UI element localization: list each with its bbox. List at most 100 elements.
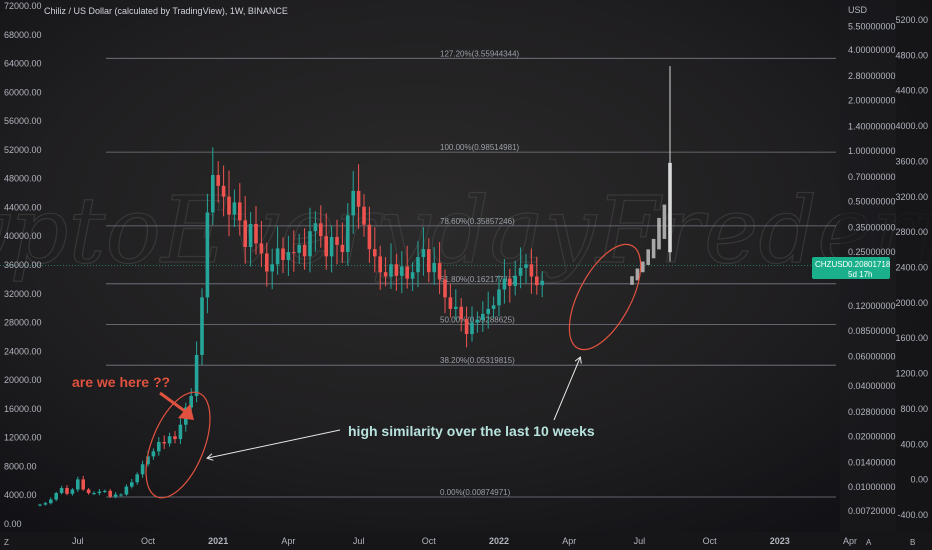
- candle-body: [97, 491, 102, 494]
- right-highlight-ellipse: [568, 243, 642, 351]
- candle-body: [124, 486, 129, 495]
- candle-body: [464, 318, 469, 335]
- candle-body: [400, 266, 404, 276]
- left-highlight-ellipse: [145, 391, 211, 499]
- candle-body: [459, 306, 463, 319]
- candle-body: [65, 488, 69, 494]
- far-right-axis-tick: 400.00: [900, 439, 928, 449]
- far-right-axis-panel[interactable]: [896, 0, 932, 532]
- far-right-axis-tick: 3600.00: [895, 156, 928, 166]
- candle-body: [151, 451, 156, 457]
- candle-body: [103, 490, 107, 492]
- timezone-icon[interactable]: Z: [4, 538, 9, 547]
- time-axis-tick: Jul: [72, 536, 84, 546]
- candle-body: [394, 264, 399, 276]
- left-axis-tick: 28000.00: [4, 318, 42, 328]
- right-price-axis[interactable]: 5.50000000 4.00000000 2.80000000 2.00000000…: [848, 22, 896, 517]
- right-axis-tick: 5.50000000: [848, 22, 896, 32]
- left-price-axis[interactable]: 72000.00 68000.00 64000.00 60000.00 56000.00…: [4, 1, 42, 529]
- chart-title: Chiliz / US Dollar (calculated by Tradin…: [44, 6, 288, 16]
- left-axis-tick: 52000.00: [4, 145, 42, 155]
- right-axis-tick: 0.70000000: [848, 172, 896, 182]
- auto-scale-icon[interactable]: A: [866, 538, 872, 547]
- similarity-annotation: high similarity over the last 10 weeks: [348, 423, 595, 439]
- time-axis-panel[interactable]: [0, 532, 932, 550]
- candle-body: [189, 395, 193, 408]
- candle-body: [173, 436, 177, 440]
- candlestick-series: [38, 66, 672, 507]
- candle-body: [157, 441, 161, 452]
- candle-body: [130, 482, 134, 487]
- right-axis-tick: 4.00000000: [848, 45, 896, 55]
- candle-body: [270, 264, 274, 272]
- far-right-price-axis[interactable]: 5200.00 4800.00 4400.00 4000.00 3600.00 3200.…: [895, 15, 928, 520]
- right-axis-tick: 1.40000000: [848, 121, 896, 131]
- candle-body: [146, 456, 150, 465]
- far-right-axis-tick: 2400.00: [895, 263, 928, 273]
- candle-body: [70, 489, 75, 494]
- left-axis-tick: 16000.00: [4, 404, 42, 414]
- candle-body: [297, 244, 301, 253]
- fib-level-label: 78.60%(0.35857246): [440, 217, 515, 226]
- candle-body: [416, 257, 420, 273]
- left-axis-tick: 24000.00: [4, 346, 42, 356]
- red-arrow: [159, 391, 187, 414]
- right-axis-tick: 2.00000000: [848, 95, 896, 105]
- candle-body: [216, 175, 220, 186]
- far-right-axis-tick: -400.00: [897, 510, 928, 520]
- far-right-axis-tick: 1600.00: [895, 333, 928, 343]
- candle-body: [275, 248, 280, 265]
- candle-body: [135, 474, 139, 483]
- fib-level-label: 38.20%(0.05319815): [440, 356, 515, 365]
- projection-candle: [662, 204, 667, 239]
- time-axis-tick: Apr: [562, 536, 576, 546]
- left-axis-tick: 68000.00: [4, 30, 42, 40]
- time-axis[interactable]: Jul Oct 2021 Apr Jul Oct 2022 Apr Jul Oct 2023 Apr: [72, 536, 857, 546]
- candle-body: [248, 223, 253, 248]
- fibonacci-retracement[interactable]: 127.20%(3.55944344) 100.00%(0.98514981) 78…: [0, 49, 840, 498]
- left-axis-tick: 20000.00: [4, 375, 42, 385]
- candle-body: [340, 244, 345, 253]
- candle-body: [513, 275, 517, 286]
- last-price-tag: CHZUSD 0.20801718 5d 17h: [812, 257, 891, 279]
- right-axis-tick: 0.06000000: [848, 351, 896, 361]
- candle-body: [518, 267, 523, 276]
- candle-body: [86, 489, 91, 494]
- candle-body: [81, 479, 85, 490]
- right-axis-tick: 0.25000000: [848, 247, 896, 257]
- time-axis-tick: 2022: [489, 536, 509, 546]
- candle-body: [254, 223, 258, 244]
- candle-body: [281, 248, 285, 260]
- left-axis-tick: 4000.00: [4, 490, 37, 500]
- left-axis-tick: 72000.00: [4, 1, 42, 11]
- time-axis-tick: Jul: [634, 536, 646, 546]
- candle-body: [421, 249, 426, 258]
- far-right-axis-tick: 4000.00: [895, 121, 928, 131]
- log-scale-icon[interactable]: B: [910, 538, 915, 547]
- candle-body: [535, 276, 539, 286]
- time-axis-tick: Oct: [703, 536, 718, 546]
- candle-body: [443, 279, 447, 298]
- candle-body: [373, 249, 377, 257]
- far-right-axis-tick: 2800.00: [895, 227, 928, 237]
- candle-body: [362, 206, 366, 225]
- candle-body: [319, 223, 323, 237]
- left-axis-tick: 36000.00: [4, 260, 42, 270]
- candle-body: [351, 190, 355, 216]
- candle-body: [243, 220, 247, 248]
- right-axis-tick: 0.08500000: [848, 326, 896, 336]
- time-axis-tick: 2021: [208, 536, 228, 546]
- left-axis-tick: 40000.00: [4, 231, 42, 241]
- candle-body: [470, 322, 474, 335]
- right-axis-tick: 0.02000000: [848, 432, 896, 442]
- candle-body: [194, 354, 199, 396]
- candle-body: [200, 297, 204, 355]
- left-axis-tick: 56000.00: [4, 116, 42, 126]
- left-axis-tick: 44000.00: [4, 202, 42, 212]
- candle-body: [167, 436, 172, 444]
- candle-body: [54, 493, 58, 500]
- far-right-axis-tick: 1200.00: [895, 369, 928, 379]
- candle-body: [308, 231, 312, 257]
- candle-body: [486, 308, 490, 314]
